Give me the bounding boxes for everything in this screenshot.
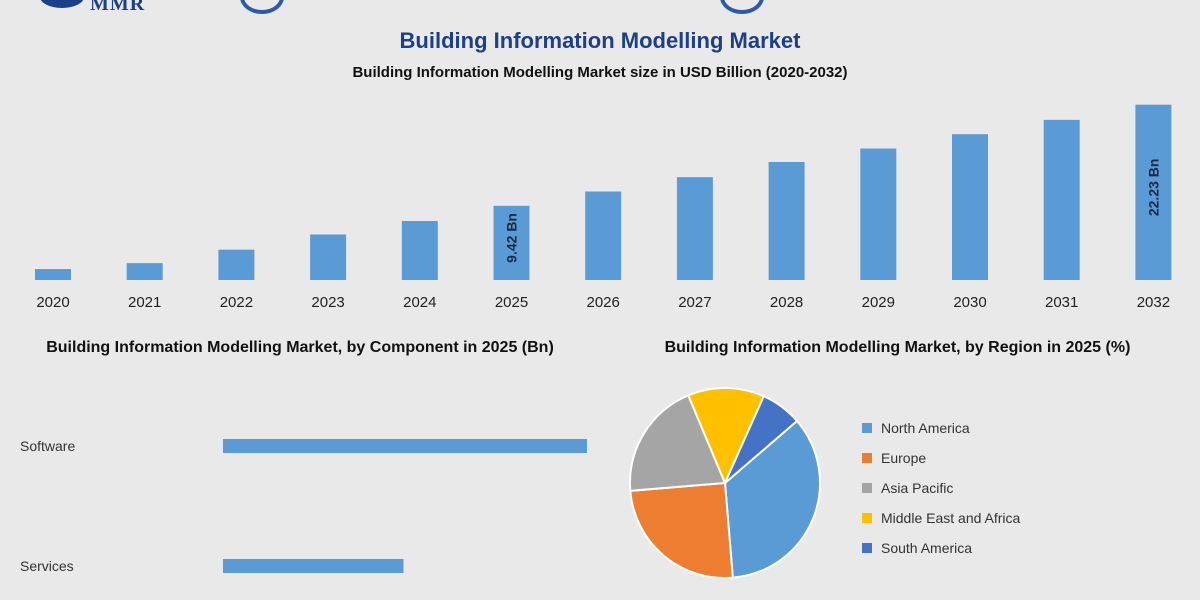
tick-label-2027: 2027 (678, 294, 711, 311)
tick-label-2032: 2032 (1137, 294, 1170, 311)
legend-item-south-america: South America (862, 533, 1020, 563)
legend-label: Middle East and Africa (881, 510, 1021, 526)
bar-2030 (952, 134, 988, 280)
bar-2031 (1043, 119, 1080, 280)
bar-2028 (768, 162, 805, 280)
brand-logo-icon (40, 0, 84, 8)
legend-swatch (862, 543, 872, 553)
bar-2020 (35, 269, 71, 280)
decorative-arc-icon (720, 0, 764, 14)
tick-label-2020: 2020 (36, 294, 69, 311)
page-title: Building Information Modelling Market (399, 28, 801, 53)
tick-label-2028: 2028 (770, 294, 803, 311)
logo-strip: MMR (0, 0, 1200, 15)
legend-label: Europe (881, 450, 927, 466)
tick-label-2031: 2031 (1045, 294, 1078, 311)
pie-slice-europe (629, 481, 734, 579)
component-bar-chart: Software Services (20, 438, 587, 574)
tick-label-2021: 2021 (128, 294, 161, 311)
hbar-services (223, 559, 404, 573)
component-chart-title: Building Information Modelling Market, b… (46, 339, 554, 356)
pie-slice-south-america (724, 394, 799, 484)
bar-chart-title: Building Information Modelling Market si… (352, 64, 848, 81)
bar-2029 (860, 148, 897, 280)
data-label-2025: 9.42 Bn (504, 213, 520, 263)
legend-item-asia-pacific: Asia Pacific (862, 473, 1020, 503)
market-size-bar-chart: 2020 2021 2022 2023 2024 2025 2026 2027 2028 2029… (35, 104, 1172, 311)
legend-swatch (862, 483, 872, 493)
bar-2032 (1135, 104, 1172, 280)
tick-label-2026: 2026 (587, 294, 620, 311)
legend-item-europe: Europe (862, 443, 1020, 473)
decorative-arc-icon (240, 0, 284, 14)
legend-swatch (862, 423, 872, 433)
bar-2021 (126, 263, 163, 280)
legend-item-north-america: North America (862, 413, 1020, 443)
legend-swatch (862, 513, 872, 523)
pie-legend: North America Europe Asia Pacific Middle Ea… (862, 413, 1020, 563)
legend-label: Asia Pacific (881, 480, 954, 496)
bar-2023 (310, 234, 347, 280)
pie-slice-north-america (723, 419, 821, 579)
tick-label-2029: 2029 (862, 294, 895, 311)
bar-2022 (218, 249, 255, 280)
tick-label-2022: 2022 (220, 294, 253, 311)
pie-slice-middle-east-and-africa (686, 387, 766, 486)
legend-swatch (862, 453, 872, 463)
data-label-2032: 22.23 Bn (1145, 159, 1161, 217)
legend-label: South America (881, 540, 973, 556)
tick-label-2025: 2025 (495, 294, 528, 311)
region-chart-title: Building Information Modelling Market, b… (664, 339, 1131, 356)
bar-2026 (585, 191, 622, 280)
region-pie-chart (629, 387, 821, 579)
tick-label-2030: 2030 (953, 294, 986, 311)
bar-2025 (493, 205, 530, 280)
brand-logo-text: MMR (90, 0, 146, 15)
bar-2027 (676, 177, 713, 280)
legend-item-middle-east-and-africa: Middle East and Africa (862, 503, 1020, 533)
legend-label: North America (881, 420, 970, 436)
hbar-label-software: Software (20, 438, 75, 454)
pie-slice-asia-pacific (629, 394, 727, 492)
tick-label-2024: 2024 (403, 294, 436, 311)
bar-2024 (401, 221, 438, 280)
tick-label-2023: 2023 (311, 294, 344, 311)
hbar-software (223, 439, 587, 453)
hbar-label-services: Services (20, 558, 74, 574)
